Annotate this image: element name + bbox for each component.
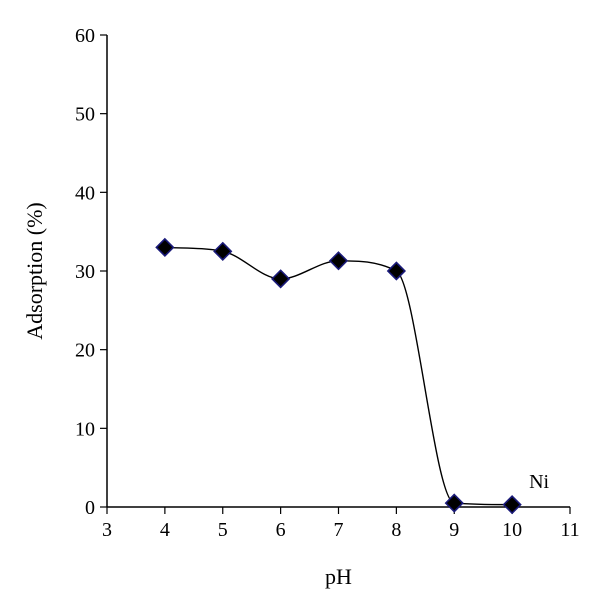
data-point: [270, 269, 291, 289]
x-axis-title: pH: [325, 564, 352, 589]
axes: [106, 35, 570, 508]
y-tick-label: 50: [75, 104, 95, 126]
x-tick-label: 5: [218, 519, 228, 541]
data-point: [213, 241, 233, 261]
x-axis-ticks: 3 4 5 6 7 8 9 10 11: [102, 507, 580, 541]
y-axis-title: Adsorption (%): [22, 202, 47, 339]
x-tick-label: 3: [102, 519, 112, 541]
y-tick-label: 30: [75, 261, 95, 283]
x-tick-label: 11: [560, 519, 579, 541]
y-tick-label: 20: [75, 340, 95, 362]
x-tick-label: 4: [160, 519, 170, 541]
data-point: [155, 237, 175, 258]
data-point: [444, 493, 464, 513]
series-annotation: Ni: [529, 471, 549, 493]
y-tick-label: 10: [75, 418, 95, 440]
series-curve: [164, 246, 513, 506]
y-tick-label: 60: [75, 25, 95, 47]
x-tick-label: 6: [276, 519, 286, 541]
x-tick-label: 10: [502, 519, 522, 541]
y-tick-label: 0: [85, 497, 95, 519]
x-tick-label: 9: [449, 519, 459, 541]
y-tick-label: 40: [75, 182, 95, 204]
data-point: [502, 495, 522, 515]
data-point: [328, 251, 349, 271]
series-markers: [155, 237, 522, 515]
x-tick-label: 7: [334, 519, 344, 541]
y-axis-ticks: 0 10 20 30 40 50 60: [75, 25, 107, 519]
x-tick-label: 8: [391, 519, 401, 541]
data-point: [386, 261, 407, 281]
